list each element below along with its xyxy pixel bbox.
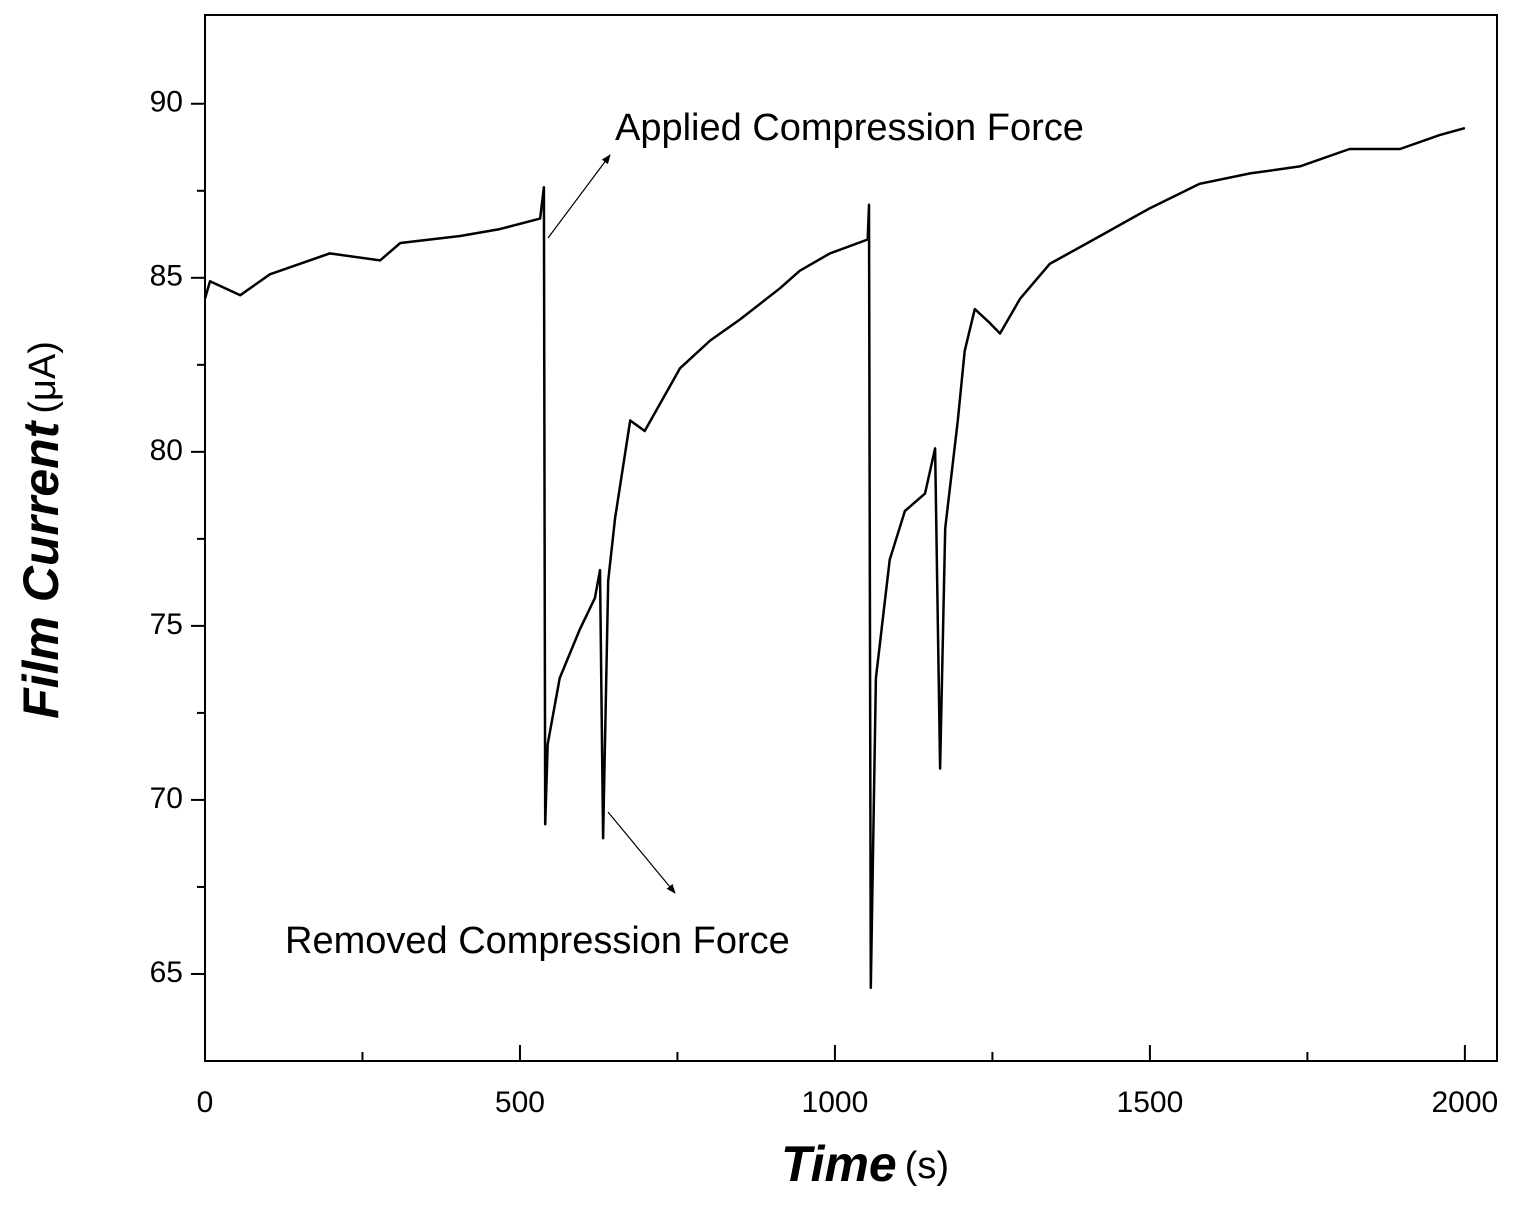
y-tick-label: 75 bbox=[150, 608, 183, 641]
y-tick-label: 70 bbox=[150, 782, 183, 815]
x-axis-unit: (s) bbox=[905, 1145, 949, 1187]
y-tick-label: 85 bbox=[150, 260, 183, 293]
annotation: Removed Compression Force bbox=[285, 920, 790, 962]
y-axis-title: Film Current bbox=[13, 419, 69, 719]
x-axis-label: Time (s) bbox=[781, 1136, 949, 1192]
annotation-arrow bbox=[547, 154, 611, 239]
x-tick-label: 2000 bbox=[1431, 1086, 1498, 1119]
y-tick-label: 90 bbox=[150, 86, 183, 119]
y-axis-unit: (μA) bbox=[22, 341, 64, 414]
plot-frame bbox=[204, 14, 1498, 1062]
y-axis-label: Film Current (μA) bbox=[13, 341, 69, 719]
annotation: Applied Compression Force bbox=[615, 107, 1084, 149]
x-tick-label: 1000 bbox=[802, 1086, 869, 1119]
y-tick-label: 65 bbox=[150, 956, 183, 989]
x-axis-title: Time bbox=[781, 1136, 897, 1192]
x-tick-label: 1500 bbox=[1117, 1086, 1184, 1119]
y-tick-label: 80 bbox=[150, 434, 183, 467]
data-line bbox=[203, 126, 1466, 990]
x-tick-label: 0 bbox=[197, 1086, 214, 1119]
annotation-arrow bbox=[607, 811, 676, 894]
x-tick-label: 500 bbox=[495, 1086, 545, 1119]
